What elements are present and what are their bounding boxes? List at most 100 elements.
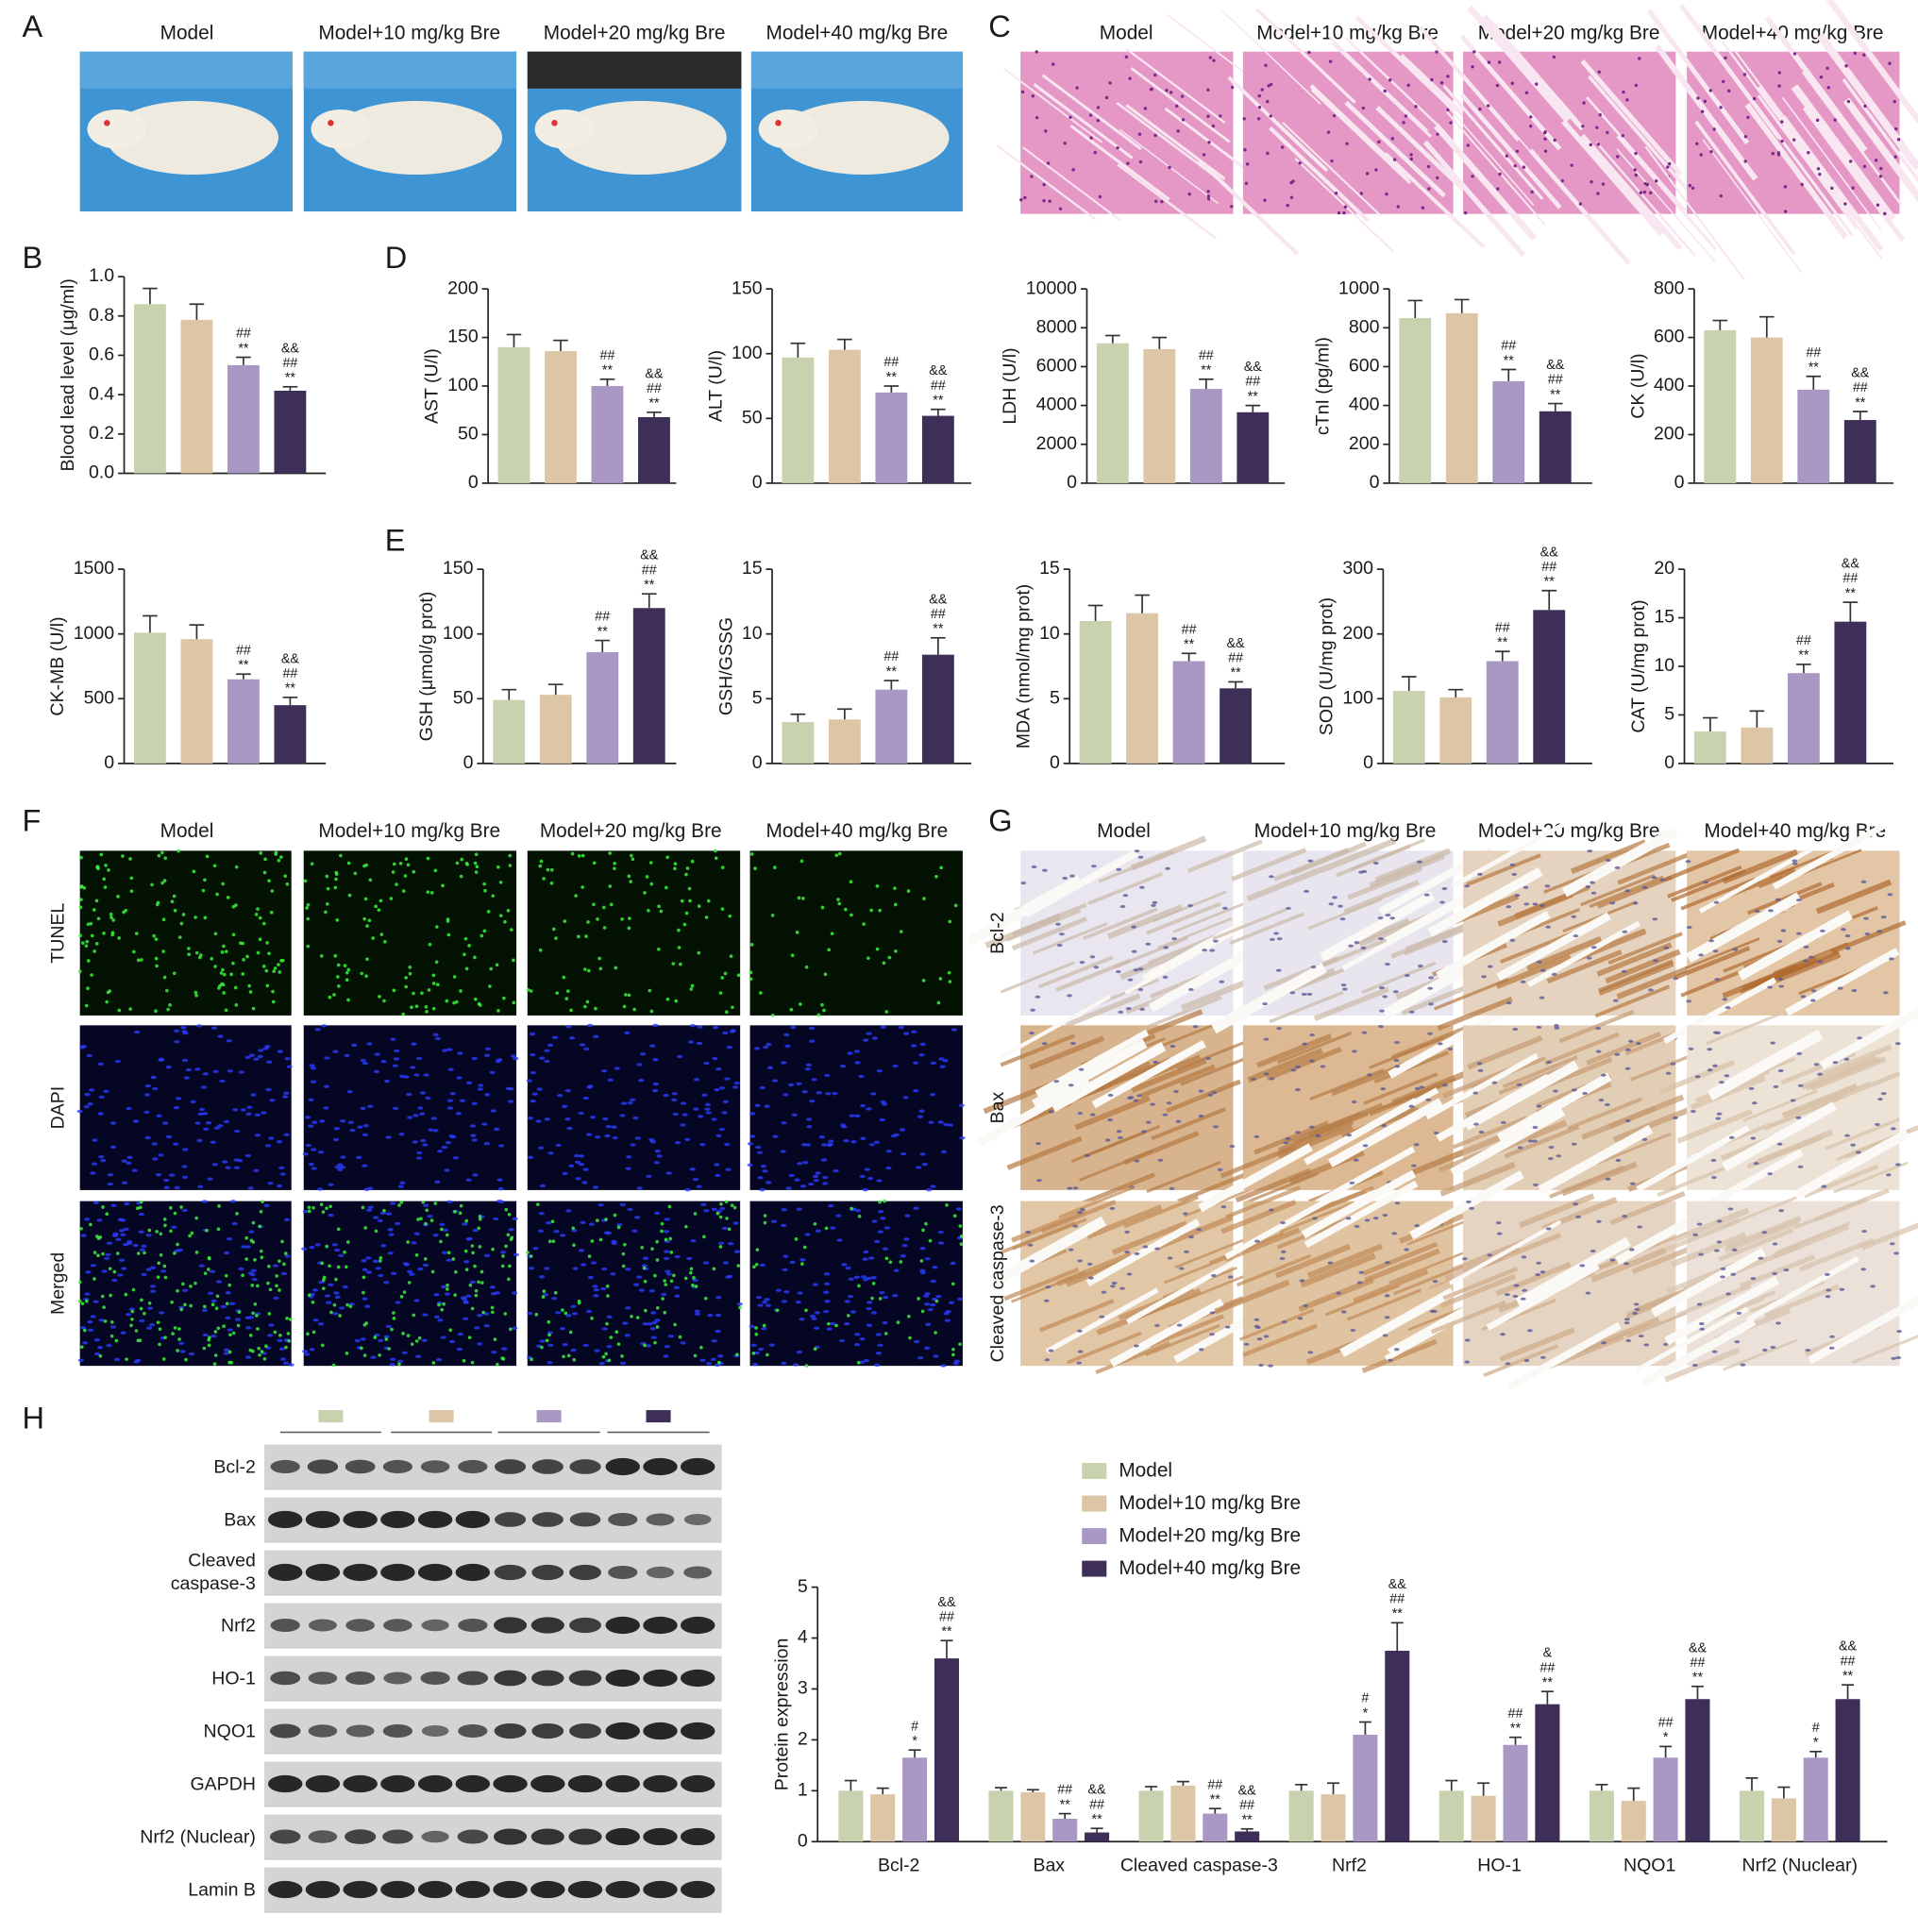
significance-mark: & [1543, 1646, 1553, 1661]
ihc-nucleus [1633, 1302, 1640, 1306]
ihc-gap [1686, 892, 1802, 963]
dapi-nucleus [714, 1163, 720, 1167]
tunel-dot [727, 1227, 732, 1232]
nucleus [1578, 202, 1583, 206]
tunel-dot [723, 971, 728, 976]
ihc-nucleus [1340, 983, 1347, 987]
tunel-dot [702, 1235, 706, 1239]
ihc-gap [1301, 1169, 1417, 1239]
ihc-nucleus [1532, 1125, 1539, 1130]
tissue-gap [1125, 47, 1226, 124]
tunel-dot [800, 1262, 804, 1266]
ihc-nucleus [1134, 849, 1140, 853]
ihc-nucleus [1880, 1092, 1887, 1096]
dapi-nucleus [93, 1352, 101, 1356]
dapi-nucleus [527, 1117, 534, 1120]
dapi-nucleus [712, 1026, 719, 1030]
dapi-nucleus [433, 1315, 441, 1319]
tunel-dot [799, 859, 804, 864]
blot-band [608, 1512, 638, 1527]
row-label: Merged [48, 1252, 69, 1315]
dapi-nucleus [689, 1168, 696, 1171]
dapi-nucleus [180, 1026, 187, 1030]
tunel-dot [459, 874, 463, 879]
dapi-nucleus [152, 1086, 159, 1091]
ihc-streak [1519, 1193, 1595, 1229]
ihc-gap [1496, 912, 1611, 982]
dapi-nucleus [266, 1334, 274, 1337]
dapi-nucleus [818, 1135, 825, 1139]
dapi-nucleus [762, 1169, 768, 1173]
ihc-streak [1570, 839, 1647, 874]
tunel-dot [425, 1010, 429, 1014]
fluor-bg [527, 1201, 741, 1367]
ihc-nucleus [1169, 1044, 1176, 1049]
legend-swatch [1082, 1528, 1107, 1545]
ihc-streak [1584, 1317, 1660, 1352]
dapi-nucleus [551, 1035, 559, 1040]
dapi-nucleus [945, 1309, 951, 1314]
ihc-streak [1561, 1161, 1638, 1197]
tissue-gap [1595, 142, 1696, 257]
rat-eye [775, 120, 782, 126]
tunel-dot [270, 889, 275, 893]
ihc-nucleus [1198, 1114, 1204, 1118]
tunel-dot [77, 1299, 82, 1303]
ihc-streak [1586, 1031, 1662, 1066]
ihc-nucleus [1353, 1158, 1359, 1162]
y-tick-label: 20 [1654, 558, 1674, 579]
dapi-nucleus [721, 1226, 728, 1231]
tunel-dot [577, 854, 581, 858]
tunel-dot [231, 961, 235, 966]
tunel-dot [163, 1223, 167, 1228]
nucleus [1206, 194, 1211, 198]
significance-mark: ** [602, 363, 614, 378]
tunel-dot [111, 918, 115, 922]
tunel-dot [823, 972, 828, 977]
tunel-dot [176, 1288, 179, 1293]
tunel-dot [331, 1363, 336, 1368]
dapi-nucleus [309, 1245, 315, 1250]
tunel-dot [660, 1221, 665, 1226]
ihc-gap [1794, 1129, 1910, 1200]
ihc-nucleus [1131, 925, 1136, 929]
tunel-dot [234, 1003, 239, 1007]
dapi-nucleus [893, 1268, 900, 1272]
dapi-nucleus [225, 1316, 231, 1320]
ihc-nucleus [1710, 1158, 1717, 1162]
ihc-streak [1313, 986, 1390, 1021]
tunel-dot [419, 1217, 423, 1221]
nucleus [1246, 162, 1250, 166]
ihc-streak [1277, 1124, 1354, 1159]
blot-label-box: Cleaved caspase-3 [171, 1551, 256, 1595]
dapi-nucleus [759, 1263, 766, 1268]
ihc-nucleus [1720, 1275, 1725, 1279]
panel-label: F [22, 804, 41, 838]
dapi-nucleus [562, 1104, 568, 1109]
dapi-nucleus [822, 1175, 829, 1180]
tunel-dot [837, 851, 842, 856]
nucleus [1478, 107, 1482, 111]
dapi-nucleus [196, 1138, 203, 1143]
dapi-nucleus [663, 1093, 669, 1098]
dapi-nucleus [326, 1301, 332, 1304]
ihc-streak [1816, 1044, 1893, 1079]
tunel-dot [580, 885, 584, 889]
ihc-nucleus [1118, 1010, 1124, 1014]
tunel-dot [613, 866, 616, 871]
ihc-gap [1409, 1170, 1524, 1240]
tunel-dot [542, 877, 546, 881]
ihc-nucleus [1428, 1002, 1434, 1006]
dapi-nucleus [694, 1312, 701, 1317]
dapi-nucleus [370, 1355, 377, 1359]
y-tick-label: 0.8 [89, 305, 114, 326]
dapi-nucleus [283, 1133, 290, 1137]
dapi-nucleus [868, 1143, 875, 1147]
nucleus [1570, 163, 1573, 167]
dapi-nucleus [188, 1352, 195, 1356]
dapi-nucleus [430, 1117, 437, 1120]
dapi-nucleus [476, 1313, 483, 1318]
dapi-nucleus [814, 1311, 820, 1315]
ihc-gap [1496, 1072, 1612, 1142]
tunel-dot [189, 1303, 193, 1308]
